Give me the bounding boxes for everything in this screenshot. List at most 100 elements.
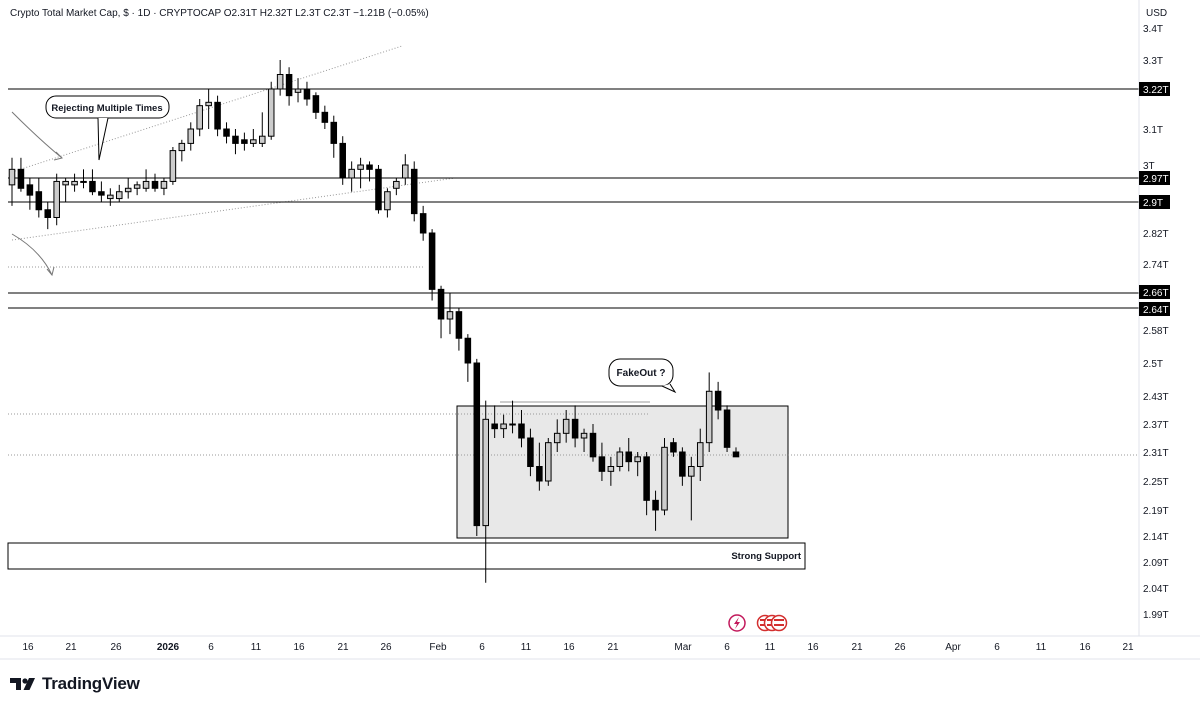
candle[interactable] [437, 285, 445, 339]
candle[interactable] [464, 334, 472, 382]
candle[interactable] [285, 67, 293, 106]
candle[interactable] [446, 293, 454, 335]
candle[interactable] [44, 202, 52, 230]
candle[interactable] [500, 414, 507, 438]
candle-body [214, 101, 221, 130]
candle[interactable] [294, 78, 302, 103]
candle[interactable] [124, 178, 132, 199]
candle[interactable] [580, 428, 588, 452]
time-axis-label: 26 [110, 642, 122, 653]
candle[interactable] [714, 381, 722, 420]
candle[interactable] [62, 178, 69, 202]
candle[interactable] [616, 447, 624, 472]
candle[interactable] [151, 173, 159, 192]
candle[interactable] [348, 161, 355, 192]
candle[interactable] [670, 438, 677, 457]
candle[interactable] [205, 89, 212, 129]
candle-body [366, 164, 373, 170]
candle[interactable] [196, 99, 203, 137]
candle[interactable] [232, 129, 239, 155]
candle[interactable] [732, 447, 740, 458]
candle[interactable] [419, 205, 427, 241]
candle[interactable] [71, 173, 78, 192]
candle[interactable] [214, 95, 221, 137]
candle[interactable] [330, 115, 338, 158]
price-axis-label: 3.1T [1143, 125, 1163, 136]
candle[interactable] [133, 181, 141, 196]
candle[interactable] [259, 112, 266, 147]
candle[interactable] [35, 178, 43, 218]
candle[interactable] [455, 308, 463, 351]
candle[interactable] [98, 181, 105, 202]
support-zone [7, 542, 806, 570]
candle[interactable] [589, 424, 597, 462]
candle[interactable] [536, 442, 543, 491]
candle[interactable] [545, 438, 552, 486]
candle[interactable] [276, 60, 284, 96]
candle[interactable] [410, 161, 418, 222]
candle[interactable] [107, 188, 114, 206]
candle-body [464, 337, 472, 364]
candle[interactable] [178, 139, 186, 162]
candle[interactable] [8, 157, 16, 206]
time-axis-label: 21 [851, 642, 863, 653]
candle[interactable] [393, 178, 400, 196]
candle[interactable] [518, 410, 525, 448]
candle[interactable] [643, 452, 650, 516]
candle[interactable] [250, 129, 257, 147]
candle[interactable] [89, 169, 96, 196]
candle[interactable] [553, 419, 561, 452]
candle[interactable] [473, 358, 481, 536]
candle[interactable] [80, 169, 87, 189]
candle-body [107, 194, 114, 200]
candle[interactable] [303, 81, 311, 106]
candle-body [294, 88, 302, 93]
candle[interactable] [696, 428, 704, 481]
candle[interactable] [160, 178, 168, 196]
candle[interactable] [625, 438, 633, 472]
candle[interactable] [366, 161, 373, 182]
candle[interactable] [357, 157, 364, 189]
candle[interactable] [384, 188, 391, 218]
candle[interactable] [491, 405, 498, 438]
candle-body [652, 499, 659, 511]
candle[interactable] [509, 400, 516, 434]
candle-body [688, 466, 695, 477]
candle[interactable] [705, 372, 713, 452]
us-flag-icon[interactable] [770, 614, 788, 632]
time-axis-label: 11 [765, 642, 776, 653]
candle[interactable] [723, 405, 731, 452]
candle[interactable] [679, 447, 686, 486]
candle[interactable] [375, 165, 382, 214]
candle[interactable] [142, 169, 150, 192]
candle[interactable] [53, 173, 60, 226]
candle[interactable] [688, 456, 695, 521]
candle[interactable] [169, 147, 177, 185]
candle[interactable] [598, 442, 606, 481]
candle-body [634, 456, 641, 463]
candle[interactable] [312, 92, 320, 119]
candle[interactable] [26, 178, 34, 210]
candle[interactable] [607, 456, 615, 486]
candle[interactable] [241, 132, 248, 151]
candle[interactable] [571, 405, 579, 448]
currency-label[interactable]: USD [1146, 8, 1168, 19]
lightning-icon [734, 617, 740, 629]
candle[interactable] [482, 400, 489, 583]
candle[interactable] [339, 136, 346, 185]
candle[interactable] [267, 81, 275, 140]
candle[interactable] [652, 490, 659, 531]
candle[interactable] [527, 428, 534, 477]
candle[interactable] [634, 452, 641, 477]
candle[interactable] [223, 122, 230, 144]
candle[interactable] [17, 157, 25, 192]
candle[interactable] [562, 410, 570, 443]
candle[interactable] [402, 154, 409, 185]
candle[interactable] [428, 229, 436, 301]
candle[interactable] [115, 184, 123, 202]
candle[interactable] [661, 438, 668, 516]
candle[interactable] [187, 122, 195, 151]
candle[interactable] [321, 105, 329, 129]
candle-body [732, 451, 740, 458]
